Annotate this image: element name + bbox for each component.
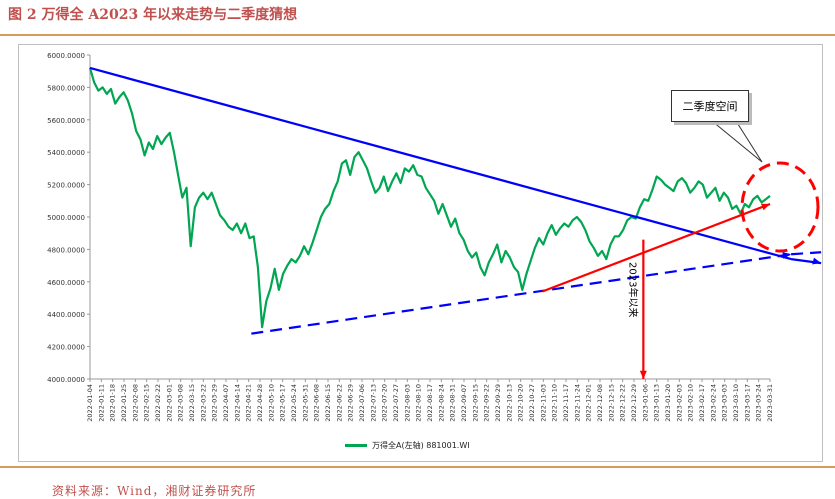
x-tick-label: 2022-09-22 (483, 384, 491, 422)
x-tick-label: 2022-10-27 (528, 384, 536, 422)
2023-marker-arrowhead (639, 370, 647, 379)
x-tick-label: 2022-12-15 (607, 384, 615, 422)
x-tick-label: 2022-07-06 (358, 384, 366, 422)
top-rule (0, 34, 835, 36)
since-2023-label: 2023年以来 (626, 262, 639, 317)
y-tick-label: 5800.0000 (47, 84, 85, 92)
x-tick-label: 2022-03-22 (199, 384, 207, 422)
x-tick-label: 2022-09-29 (494, 384, 502, 422)
x-tick-label: 2022-12-08 (596, 384, 604, 422)
y-tick-label: 4000.0000 (47, 376, 85, 384)
x-tick-label: 2023-02-03 (675, 384, 683, 422)
x-tick-label: 2022-04-07 (222, 384, 230, 422)
y-tick-label: 4800.0000 (47, 246, 85, 254)
support-extension (791, 251, 822, 256)
x-tick-label: 2022-10-20 (517, 384, 525, 422)
y-tick-label: 4200.0000 (47, 344, 85, 352)
x-tick-label: 2022-03-01 (165, 384, 173, 422)
x-tick-label: 2022-12-22 (619, 384, 627, 422)
x-tick-label: 2022-07-27 (392, 384, 400, 422)
downtrend-arrowhead (812, 257, 822, 265)
x-tick-label: 2022-03-15 (188, 384, 196, 422)
x-tick-label: 2023-03-24 (755, 384, 763, 422)
x-tick-label: 2022-12-01 (585, 384, 593, 422)
x-tick-label: 2023-02-24 (709, 384, 717, 422)
x-tick-label: 2023-02-10 (687, 384, 695, 422)
y-tick-label: 4400.0000 (47, 311, 85, 319)
x-tick-label: 2023-03-10 (732, 384, 740, 422)
x-tick-label: 2022-01-18 (109, 384, 117, 422)
x-tick-label: 2022-05-24 (290, 384, 298, 422)
x-tick-label: 2022-09-07 (460, 384, 468, 422)
x-tick-label: 2022-01-11 (97, 384, 105, 422)
2023-rally-line (541, 203, 771, 293)
x-tick-label: 2022-08-10 (415, 384, 423, 422)
series-line-wind-a (88, 67, 771, 329)
x-tick-label: 2023-01-06 (641, 384, 649, 422)
legend-swatch (345, 444, 367, 447)
x-tick-label: 2023-01-20 (664, 384, 672, 422)
x-tick-label: 2023-01-13 (653, 384, 661, 422)
y-tick-label: 5000.0000 (47, 214, 85, 222)
y-tick-label: 5600.0000 (47, 117, 85, 125)
x-tick-label: 2022-04-21 (245, 384, 253, 422)
callout-pointer (710, 120, 763, 163)
x-tick-label: 2022-08-03 (403, 384, 411, 422)
figure-title: 图 2 万得全 A2023 年以来走势与二季度猜想 (8, 7, 298, 23)
x-tick-label: 2022-11-24 (573, 384, 581, 422)
x-tick-label: 2022-02-22 (154, 384, 162, 422)
2023-rally-line-arrowhead (761, 203, 770, 211)
y-tick-label: 5400.0000 (47, 149, 85, 157)
y-tick-label: 5200.0000 (47, 182, 85, 190)
x-tick-label: 2022-07-13 (369, 384, 377, 422)
x-tick-label: 2022-08-24 (437, 384, 445, 422)
x-tick-label: 2022-06-22 (335, 384, 343, 422)
bottom-rule (0, 466, 835, 468)
x-tick-label: 2022-05-10 (267, 384, 275, 422)
rising-support-arrowhead (782, 251, 792, 259)
x-tick-label: 2022-02-15 (143, 384, 151, 422)
x-tick-label: 2023-03-03 (721, 384, 729, 422)
x-tick-label: 2022-04-14 (233, 384, 241, 422)
y-tick-label: 6000.0000 (47, 52, 85, 60)
x-tick-label: 2022-03-29 (211, 384, 219, 422)
x-tick-label: 2022-11-17 (562, 384, 570, 422)
x-tick-label: 2022-01-25 (120, 384, 128, 422)
x-tick-label: 2022-05-31 (301, 384, 309, 422)
x-tick-label: 2022-01-04 (86, 384, 94, 422)
x-tick-label: 2022-06-29 (347, 384, 355, 422)
x-tick-label: 2022-05-17 (279, 384, 287, 422)
x-tick-label: 2023-02-17 (698, 384, 706, 422)
legend-label: 万得全A(左轴) 881001.WI (372, 441, 470, 450)
q2-space-label: 二季度空间 (671, 90, 749, 122)
downtrend-resistance (89, 66, 792, 261)
rising-support (251, 253, 792, 335)
x-tick-label: 2022-11-10 (551, 384, 559, 422)
x-tick-label: 2022-11-03 (539, 384, 547, 422)
x-tick-label: 2022-03-08 (177, 384, 185, 422)
x-tick-label: 2022-08-31 (449, 384, 457, 422)
x-tick-label: 2022-06-08 (313, 384, 321, 422)
x-tick-label: 2022-10-13 (505, 384, 513, 422)
source-note: 资料来源：Wind，湘财证券研究所 (52, 484, 257, 498)
x-tick-label: 2022-02-08 (131, 384, 139, 422)
x-tick-label: 2022-04-28 (256, 384, 264, 422)
x-tick-label: 2022-09-15 (471, 384, 479, 422)
y-tick-label: 4600.0000 (47, 279, 85, 287)
x-tick-label: 2023-03-17 (743, 384, 751, 422)
q2-highlight-circle (740, 161, 820, 253)
x-tick-label: 2022-12-29 (630, 384, 638, 422)
x-tick-label: 2022-06-15 (324, 384, 332, 422)
x-tick-label: 2023-03-31 (766, 384, 774, 422)
x-tick-label: 2022-08-17 (426, 384, 434, 422)
legend: 万得全A(左轴) 881001.WI (345, 440, 470, 451)
x-tick-label: 2022-07-20 (381, 384, 389, 422)
